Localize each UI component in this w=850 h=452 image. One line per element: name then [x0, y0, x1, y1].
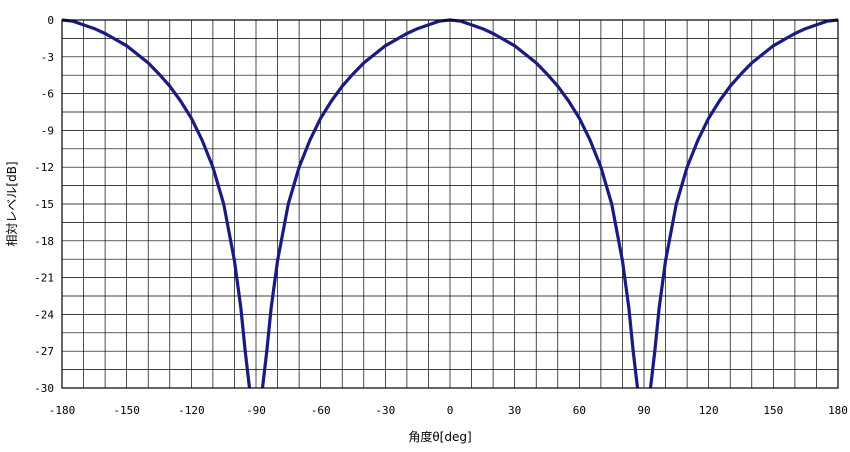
x-tick-label: 120 [699, 404, 719, 417]
x-tick-label: -90 [246, 404, 266, 417]
x-tick-label: -180 [49, 404, 76, 417]
x-axis-title: 角度θ[deg] [408, 429, 471, 444]
x-tick-labels: -180 -150 -120 -90 -60 -30 0 30 60 90 120 150 180 [49, 404, 848, 417]
y-tick-label: -6 [41, 88, 54, 101]
x-tick-label: -150 [113, 404, 140, 417]
y-tick-label: 0 [47, 14, 54, 27]
y-tick-label: -3 [41, 51, 54, 64]
series-line-3 [648, 18, 839, 389]
x-tick-label: -60 [311, 404, 331, 417]
y-axis-title: 相対レベル[dB] [5, 161, 19, 246]
grid-lines [61, 19, 839, 389]
y-tick-label: -9 [41, 124, 54, 137]
y-tick-label: -21 [34, 272, 54, 285]
y-tick-label: -24 [34, 308, 54, 321]
x-tick-label: 180 [828, 404, 848, 417]
x-tick-label: 90 [637, 404, 650, 417]
y-tick-label: -30 [34, 382, 54, 395]
x-tick-label: -30 [375, 404, 395, 417]
x-tick-label: 30 [508, 404, 521, 417]
x-tick-label: -120 [178, 404, 205, 417]
y-tick-label: -18 [34, 235, 54, 248]
x-tick-label: 0 [447, 404, 454, 417]
y-tick-labels: 0 -3 -6 -9 -12 -15 -18 -21 -24 -27 -30 [34, 14, 54, 395]
x-tick-label: 60 [573, 404, 586, 417]
y-tick-label: -12 [34, 161, 54, 174]
x-tick-label: 150 [763, 404, 783, 417]
y-tick-label: -15 [34, 198, 54, 211]
plot-frame [61, 19, 839, 389]
series-line-1 [61, 18, 252, 389]
y-tick-label: -27 [34, 345, 54, 358]
